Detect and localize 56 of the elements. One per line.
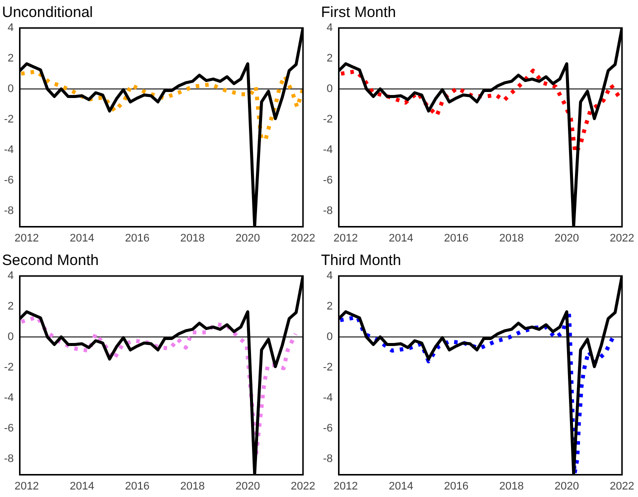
chart-title: First Month xyxy=(321,4,396,22)
y-tick-label: -6 xyxy=(323,422,333,434)
x-tick-label: 2022 xyxy=(610,480,634,492)
x-tick-label: 2012 xyxy=(333,480,358,492)
y-tick-label: -6 xyxy=(4,174,14,186)
y-tick-label: -4 xyxy=(4,392,14,404)
y-tick-label: -8 xyxy=(323,204,333,217)
chart-title: Second Month xyxy=(2,252,99,270)
x-tick-label: 2014 xyxy=(388,232,414,244)
y-tick-label: 2 xyxy=(8,300,14,312)
x-tick-label: 2020 xyxy=(235,232,260,244)
y-tick-label: -4 xyxy=(4,144,14,156)
y-tick-label: -8 xyxy=(4,204,14,217)
x-tick-label: 2020 xyxy=(554,232,579,244)
chart-title: Third Month xyxy=(321,252,402,270)
y-tick-label: -4 xyxy=(323,144,333,156)
x-tick-label: 2016 xyxy=(444,480,468,492)
y-tick-label: 0 xyxy=(326,82,333,95)
x-tick-label: 2016 xyxy=(124,232,150,244)
chart-title: Unconditional xyxy=(2,4,93,22)
y-tick-label: 0 xyxy=(8,330,14,343)
y-tick-label: 0 xyxy=(326,330,333,343)
y-tick-label: -8 xyxy=(323,452,333,465)
x-tick-label: 2020 xyxy=(235,480,260,492)
y-tick-label: 4 xyxy=(326,270,333,282)
x-tick-label: 2018 xyxy=(180,232,205,244)
x-tick-label: 2022 xyxy=(290,232,316,244)
y-tick-label: -4 xyxy=(323,392,333,404)
y-tick-label: -2 xyxy=(4,113,14,126)
y-tick-label: 4 xyxy=(8,270,14,282)
y-tick-label: 2 xyxy=(326,52,333,64)
x-tick-label: 2016 xyxy=(444,232,468,244)
x-tick-label: 2014 xyxy=(70,480,94,492)
x-tick-label: 2014 xyxy=(70,232,94,244)
x-tick-label: 2012 xyxy=(14,232,39,244)
y-tick-label: 2 xyxy=(326,300,333,312)
x-tick-label: 2012 xyxy=(333,232,358,244)
x-tick-label: 2016 xyxy=(124,480,150,492)
y-tick-label: -2 xyxy=(323,113,333,126)
y-tick-label: -8 xyxy=(4,452,14,465)
x-tick-label: 2020 xyxy=(554,480,579,492)
y-tick-label: -2 xyxy=(323,361,333,374)
y-tick-label: 4 xyxy=(8,22,14,34)
x-tick-label: 2022 xyxy=(290,480,316,492)
x-tick-label: 2018 xyxy=(180,480,205,492)
x-tick-label: 2014 xyxy=(388,480,414,492)
y-tick-label: -6 xyxy=(4,422,14,434)
y-tick-label: 4 xyxy=(326,22,333,34)
y-tick-label: -6 xyxy=(323,174,333,186)
x-tick-label: 2018 xyxy=(499,480,524,492)
y-tick-label: -2 xyxy=(4,361,14,374)
x-tick-label: 2018 xyxy=(499,232,524,244)
x-tick-label: 2012 xyxy=(14,480,39,492)
y-tick-label: 0 xyxy=(8,82,14,95)
x-tick-label: 2022 xyxy=(610,232,634,244)
y-tick-label: 2 xyxy=(8,52,14,64)
